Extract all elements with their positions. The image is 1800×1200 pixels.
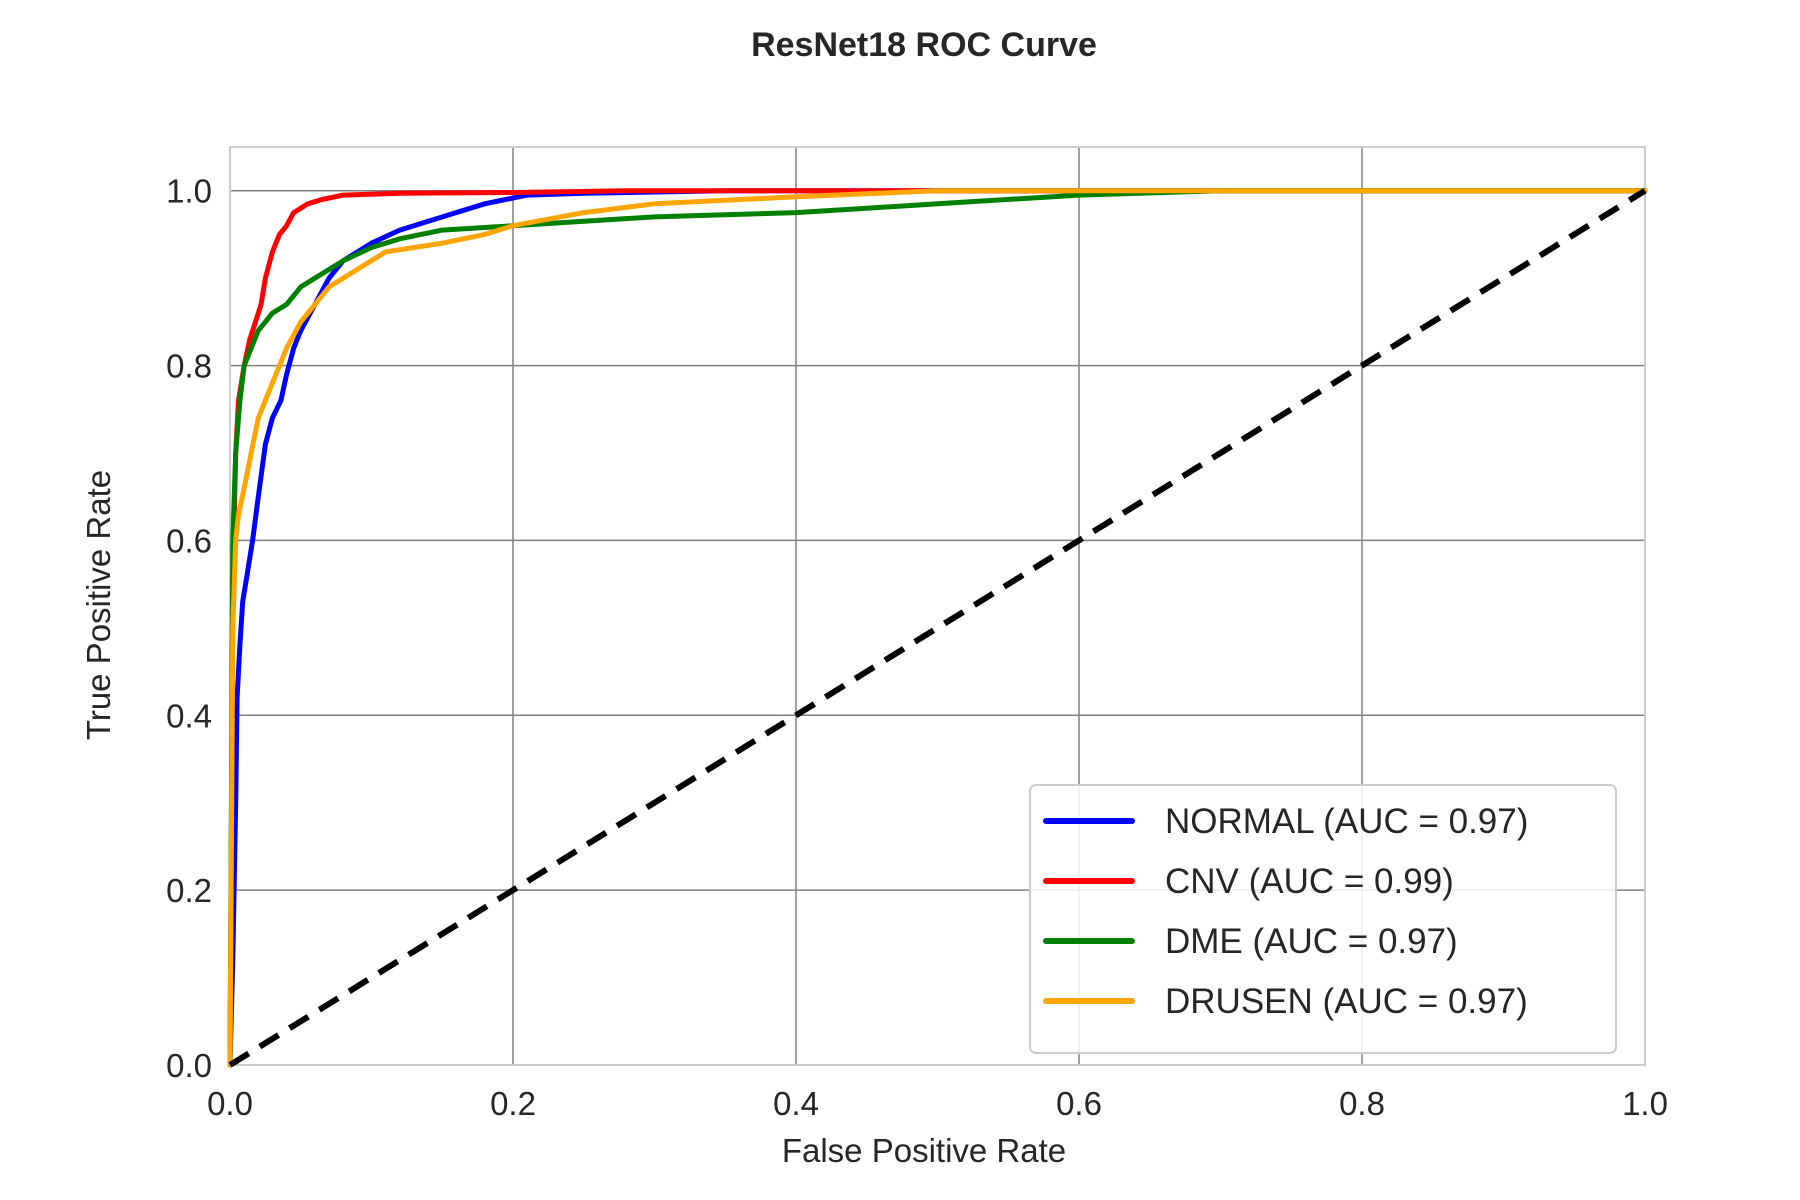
x-tick-label: 0.8 [1339, 1085, 1385, 1122]
x-tick-label: 1.0 [1622, 1085, 1668, 1122]
legend-box [1029, 784, 1617, 1054]
x-tick-labels: 0.0 0.2 0.4 0.6 0.8 1.0 [207, 1085, 1668, 1122]
x-tick-label: 0.6 [1056, 1085, 1102, 1122]
legend-label: CNV (AUC = 0.99) [1165, 862, 1454, 901]
y-tick-label: 1.0 [166, 173, 212, 210]
legend-label: NORMAL (AUC = 0.97) [1165, 802, 1528, 841]
y-tick-label: 0.8 [166, 348, 212, 385]
legend: NORMAL (AUC = 0.97) CNV (AUC = 0.99) DME (… [1029, 784, 1617, 1054]
legend-items: NORMAL (AUC = 0.97) CNV (AUC = 0.99) DME (… [1043, 802, 1528, 1021]
y-tick-label: 0.4 [166, 697, 212, 734]
y-tick-labels: 0.0 0.2 0.4 0.6 0.8 1.0 [166, 173, 212, 1084]
y-axis-label: True Positive Rate [80, 470, 117, 740]
legend-item: DME (AUC = 0.97) [1043, 922, 1458, 961]
legend-item: NORMAL (AUC = 0.97) [1043, 802, 1528, 841]
y-tick-label: 0.0 [166, 1047, 212, 1084]
x-tick-label: 0.4 [773, 1085, 819, 1122]
y-tick-label: 0.6 [166, 522, 212, 559]
series-line-normal [227, 188, 1648, 1068]
x-axis-label: False Positive Rate [782, 1132, 1066, 1169]
legend-item: DRUSEN (AUC = 0.97) [1043, 982, 1528, 1021]
series-layer [227, 188, 1648, 1068]
legend-label: DME (AUC = 0.97) [1165, 922, 1458, 961]
series-line-drusen [227, 188, 1648, 1068]
legend-label: DRUSEN (AUC = 0.97) [1165, 982, 1528, 1021]
y-tick-label: 0.2 [166, 872, 212, 909]
legend-item: CNV (AUC = 0.99) [1043, 862, 1454, 901]
series-line-dme [227, 188, 1648, 1068]
x-tick-label: 0.0 [207, 1085, 253, 1122]
chance-diagonal-line [228, 188, 1647, 1068]
x-tick-label: 0.2 [490, 1085, 536, 1122]
chart-title: ResNet18 ROC Curve [751, 26, 1097, 64]
